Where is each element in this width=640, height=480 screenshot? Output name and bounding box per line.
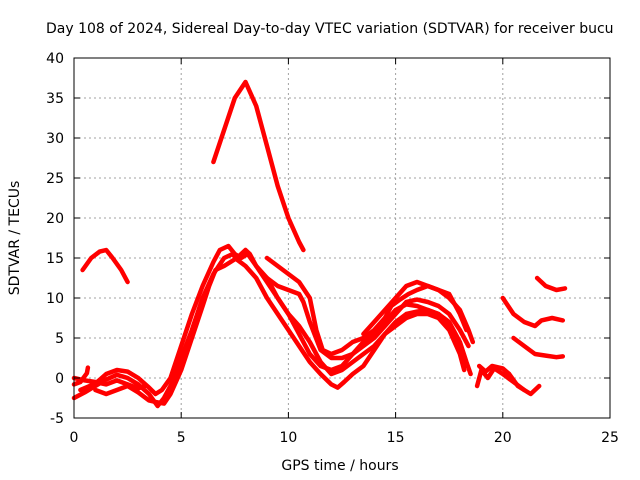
data-series [71, 79, 568, 409]
x-axis-label: GPS time / hours [281, 458, 398, 474]
series-arc-6 [264, 275, 467, 377]
series-arc-15 [534, 275, 568, 293]
y-tick-label: 10 [46, 291, 64, 307]
x-tick-label: 10 [279, 430, 297, 446]
series-arc-2 [71, 251, 473, 409]
x-tick-label: 25 [601, 430, 619, 446]
series-arc-1 [71, 365, 91, 387]
y-tick-label: 15 [46, 251, 64, 267]
x-tick-labels: 0 5 10 15 20 25 [70, 430, 619, 446]
x-tick-label: 5 [177, 430, 186, 446]
y-tick-label: 35 [46, 91, 64, 107]
grid-lines [74, 58, 610, 418]
series-arc-3 [78, 243, 469, 397]
plot-frame [73, 57, 611, 419]
series-arc-9 [80, 247, 130, 285]
y-tick-label: 30 [46, 131, 64, 147]
chart-title: Day 108 of 2024, Sidereal Day-to-day VTE… [46, 21, 614, 37]
x-tick-label: 15 [387, 430, 405, 446]
y-tick-label: 25 [46, 171, 64, 187]
x-tick-label: 0 [70, 430, 79, 446]
y-tick-labels: -5 0 5 10 15 20 25 30 35 40 [46, 51, 64, 427]
axis-ticks [73, 57, 611, 419]
series-arc-5 [93, 247, 471, 406]
series-arc-13 [500, 295, 566, 329]
series-arc-10 [211, 79, 306, 253]
series-arc-12 [476, 363, 527, 393]
series-arc-14 [511, 335, 566, 360]
y-axis-label: SDTVAR / TECUs [7, 181, 23, 296]
y-tick-label: 20 [46, 211, 64, 227]
y-tick-label: -5 [50, 411, 64, 427]
y-tick-label: 0 [55, 371, 64, 387]
y-tick-label: 40 [46, 51, 64, 67]
series-arc-4 [71, 375, 148, 391]
series-arc-8 [361, 279, 469, 337]
y-tick-label: 5 [55, 331, 64, 347]
x-tick-label: 20 [494, 430, 512, 446]
